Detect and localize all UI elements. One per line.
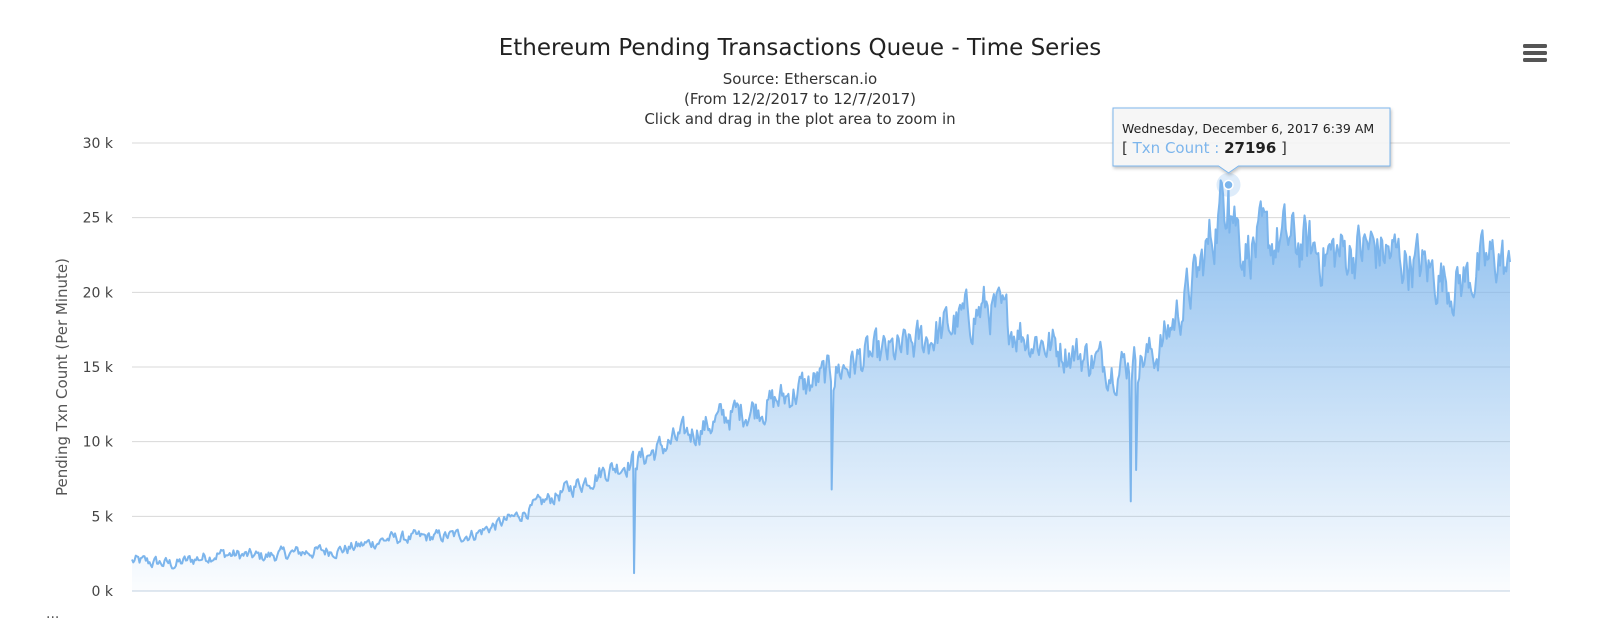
tooltip-date: Wednesday, December 6, 2017 6:39 AM: [1122, 121, 1374, 136]
tooltip-colon: :: [1210, 139, 1225, 157]
tooltip-box: [1112, 107, 1391, 174]
tooltip-series-label: Txn Count: [1132, 139, 1210, 157]
y-tick-label: 30 k: [83, 136, 114, 152]
y-tick-label: 0 k: [92, 584, 114, 600]
series-layer[interactable]: [131, 172, 1511, 592]
tooltip: Wednesday, December 6, 2017 6:39 AM [ Tx…: [1112, 107, 1391, 174]
y-tick-label: 20 k: [83, 285, 114, 301]
hover-point-marker[interactable]: [1223, 179, 1234, 191]
y-tick-label: 15 k: [83, 360, 114, 376]
y-tick-label: 10 k: [83, 435, 114, 451]
series-line-txn-count[interactable]: [131, 179, 1511, 575]
y-tick-label: 25 k: [83, 211, 114, 227]
chart-title: Ethereum Pending Transactions Queue - Ti…: [499, 35, 1102, 61]
y-axis-title: Pending Txn Count (Per Minute): [53, 258, 71, 496]
y-tick-label: 5 k: [92, 509, 114, 525]
tooltip-open-bracket: [: [1122, 139, 1133, 157]
chart-subtitle-source: Source: Etherscan.io: [723, 70, 877, 88]
tooltip-value: 27196: [1224, 139, 1276, 157]
tooltip-value-line: [ Txn Count : 27196 ]: [1122, 139, 1287, 157]
chart-subtitle-hint: Click and drag in the plot area to zoom …: [644, 110, 955, 128]
series-area-fill: [132, 180, 1510, 592]
tooltip-close-bracket: ]: [1276, 139, 1287, 157]
hamburger-menu-icon[interactable]: [1523, 44, 1547, 62]
footer-ellipsis: ...: [46, 606, 59, 622]
chart-subtitle-range: (From 12/2/2017 to 12/7/2017): [684, 90, 916, 108]
y-tick-labels: 0 k 5 k 10 k 15 k 20 k 25 k 30 k: [83, 136, 114, 600]
